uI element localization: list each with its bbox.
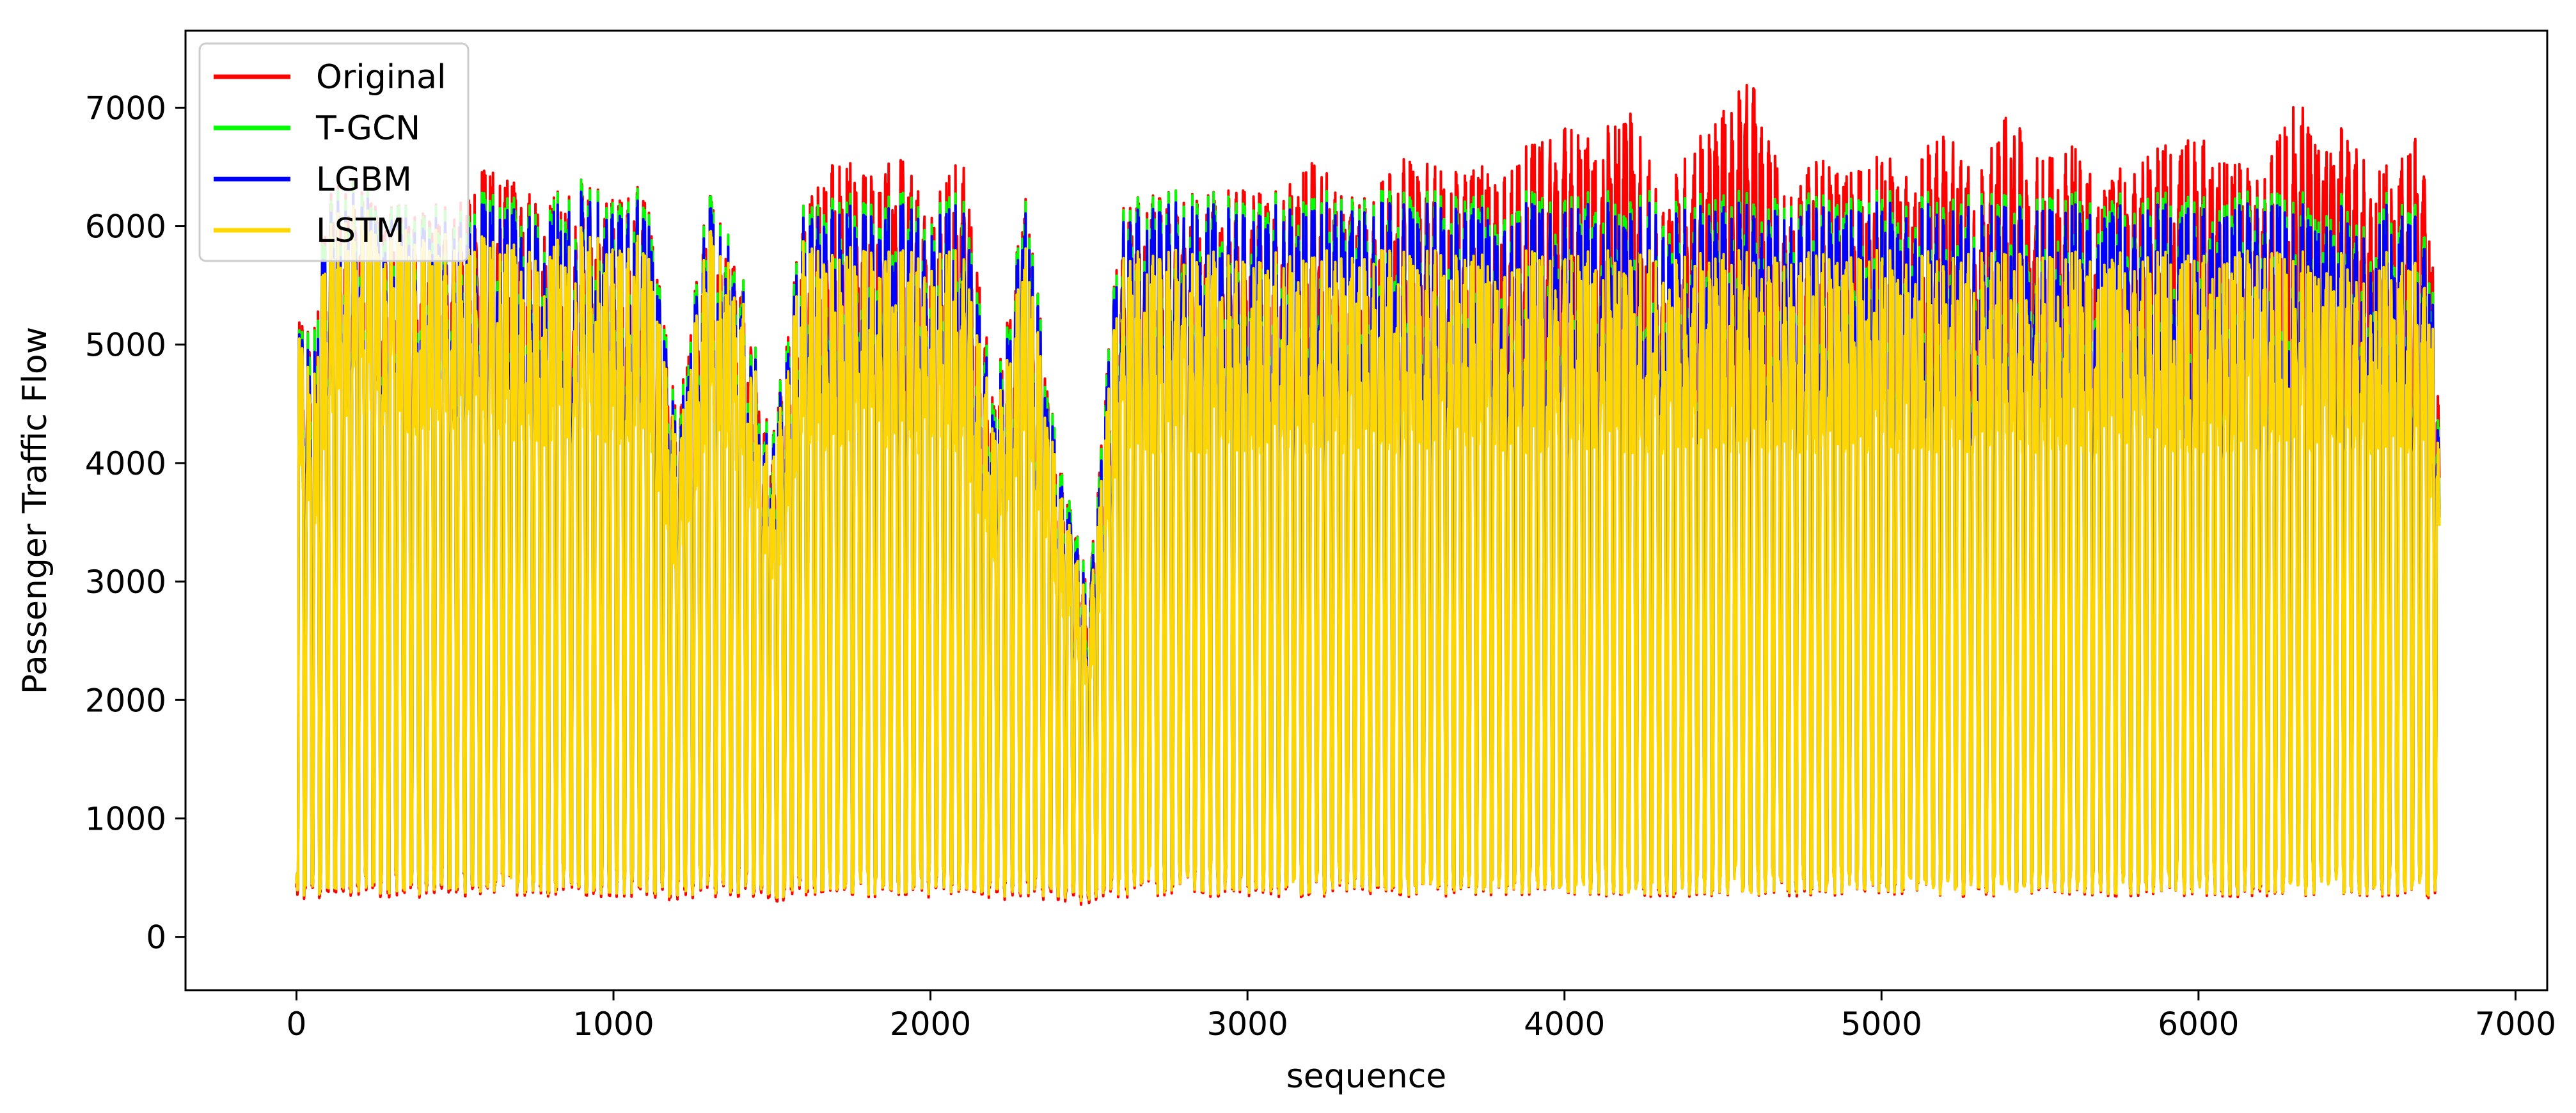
- series-layer: [295, 84, 2441, 906]
- x-tick-label: 3000: [1207, 1006, 1288, 1043]
- y-tick-label: 1000: [85, 800, 166, 837]
- series-line-lstm: [295, 205, 2441, 903]
- x-tick-label: 5000: [1841, 1006, 1922, 1043]
- y-tick-label: 6000: [85, 209, 166, 246]
- x-tick-label: 2000: [890, 1006, 971, 1043]
- y-tick-label: 7000: [85, 90, 166, 127]
- x-tick-label: 7000: [2475, 1006, 2556, 1043]
- y-tick-label: 4000: [85, 445, 166, 482]
- x-tick-label: 4000: [1524, 1006, 1605, 1043]
- legend-label: Original: [316, 58, 446, 97]
- y-tick-label: 0: [146, 919, 166, 956]
- legend-box: [198, 42, 470, 262]
- y-tick-label: 5000: [85, 327, 166, 364]
- y-tick-label: 2000: [85, 682, 166, 719]
- x-tick-label: 1000: [573, 1006, 654, 1043]
- y-axis: 0 1000 2000 3000 4000 5000 6000 7000: [85, 90, 186, 956]
- plot-area: [295, 84, 2441, 906]
- legend-label: T-GCN: [315, 109, 420, 148]
- y-tick-label: 3000: [85, 564, 166, 601]
- y-axis-title: Passenger Traffic Flow: [16, 327, 54, 694]
- x-tick-label: 6000: [2158, 1006, 2239, 1043]
- x-tick-label: 0: [287, 1006, 307, 1043]
- plot-frame: [184, 29, 2548, 991]
- legend-label: LGBM: [316, 161, 412, 199]
- legend: Original T-GCN LGBM LSTM: [198, 42, 470, 262]
- x-axis: 0 1000 2000 3000 4000 5000 6000 7000: [287, 990, 2556, 1043]
- legend-label: LSTM: [316, 212, 405, 250]
- x-axis-title: sequence: [1286, 1057, 1447, 1096]
